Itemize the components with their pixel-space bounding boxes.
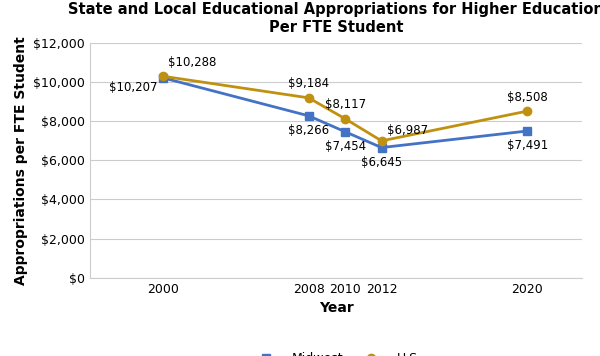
X-axis label: Year: Year	[319, 301, 353, 315]
U.S.	[159, 74, 166, 78]
Line: U.S.: U.S.	[159, 72, 532, 145]
Text: $8,266: $8,266	[288, 124, 329, 137]
Text: $10,288: $10,288	[169, 56, 217, 69]
U.S.	[524, 109, 531, 113]
Legend: Midwest, U.S.: Midwest, U.S.	[245, 347, 427, 356]
Midwest	[524, 129, 531, 133]
Text: $7,454: $7,454	[325, 140, 365, 153]
Text: $8,508: $8,508	[507, 91, 548, 104]
Midwest	[378, 146, 385, 150]
Line: Midwest: Midwest	[159, 74, 532, 152]
Text: $6,987: $6,987	[387, 124, 428, 137]
U.S.	[378, 139, 385, 143]
Text: $6,645: $6,645	[361, 156, 402, 169]
Title: State and Local Educational Appropriations for Higher Education
Per FTE Student: State and Local Educational Appropriatio…	[68, 2, 600, 35]
Text: $9,184: $9,184	[288, 77, 329, 90]
Text: $10,207: $10,207	[109, 81, 157, 94]
Midwest	[159, 76, 166, 80]
Midwest	[305, 114, 312, 118]
Text: $7,491: $7,491	[507, 139, 548, 152]
Midwest	[341, 130, 349, 134]
U.S.	[341, 117, 349, 121]
Text: $8,117: $8,117	[325, 98, 365, 111]
Y-axis label: Appropriations per FTE Student: Appropriations per FTE Student	[14, 36, 28, 284]
U.S.	[305, 96, 312, 100]
